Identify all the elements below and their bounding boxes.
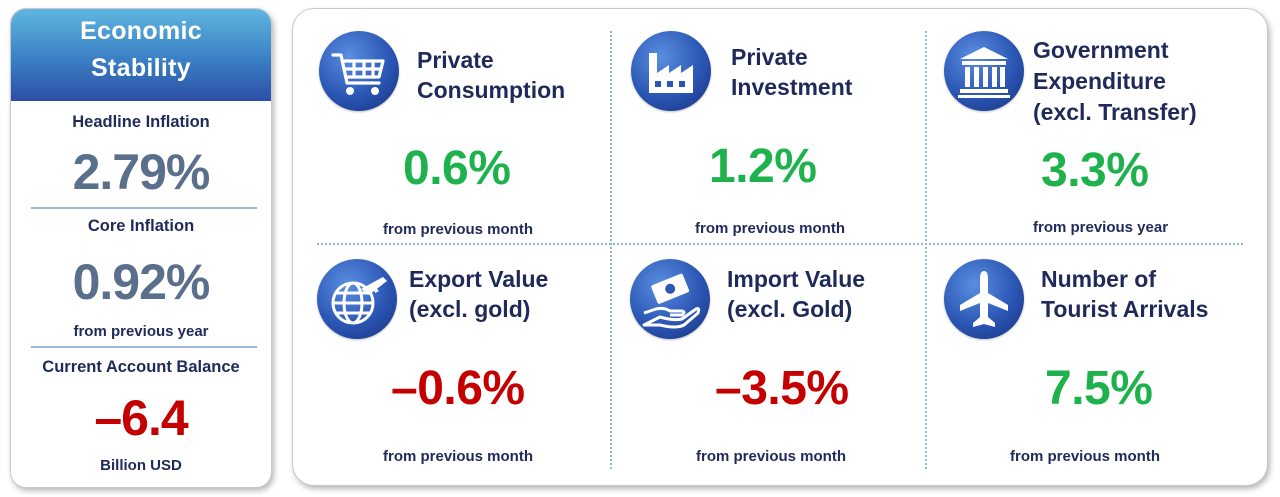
core-inflation-sub: from previous year xyxy=(73,323,209,340)
current-account-label: Current Account Balance xyxy=(42,358,240,376)
private-investment-sub: from previous month xyxy=(695,220,846,237)
import-value-value: –3.5% xyxy=(715,362,849,415)
economic-stability-title-line1: Economic xyxy=(80,17,202,45)
divider xyxy=(31,207,257,209)
economic-stability-header: Economic Stability xyxy=(11,9,271,101)
row-divider xyxy=(317,243,1243,245)
economic-stability-panel: Economic Stability Headline Inflation 2.… xyxy=(10,8,272,488)
indicators-panel: Private Consumption 0.6% from previous m… xyxy=(292,8,1268,486)
private-investment-value: 1.2% xyxy=(709,140,817,193)
tourist-arrivals-title: Number of Tourist Arrivals xyxy=(1041,266,1209,322)
airplane-icon xyxy=(944,259,1024,339)
import-value-sub: from previous month xyxy=(696,448,847,465)
factory-icon xyxy=(631,31,711,111)
private-consumption-value: 0.6% xyxy=(403,142,511,195)
export-value-value: –0.6% xyxy=(391,362,525,415)
headline-inflation-value: 2.79% xyxy=(72,144,211,200)
tourist-arrivals-value: 7.5% xyxy=(1045,362,1153,415)
economic-stability-title-line2: Stability xyxy=(91,54,191,82)
private-consumption-sub: from previous month xyxy=(383,221,534,238)
headline-inflation-label: Headline Inflation xyxy=(72,113,210,131)
government-expenditure-sub: from previous year xyxy=(1033,219,1169,236)
export-value-title: Export Value (excl. gold) xyxy=(409,266,549,322)
import-value-title: Import Value (excl. Gold) xyxy=(727,266,866,322)
money-hand-icon xyxy=(630,259,710,339)
tourist-arrivals-sub: from previous month xyxy=(1010,448,1161,465)
globe-airplane-icon xyxy=(317,259,397,339)
shopping-cart-icon xyxy=(319,31,399,111)
current-account-sub: Billion USD xyxy=(100,457,182,474)
divider xyxy=(31,346,257,348)
private-investment-title: Private Investment xyxy=(731,44,853,100)
government-expenditure-value: 3.3% xyxy=(1041,144,1149,197)
private-consumption-title: Private Consumption xyxy=(417,47,566,103)
core-inflation-label: Core Inflation xyxy=(87,217,195,235)
core-inflation-value: 0.92% xyxy=(72,254,211,310)
government-building-icon xyxy=(944,31,1024,111)
current-account-value: –6.4 xyxy=(94,390,188,446)
export-value-sub: from previous month xyxy=(383,448,534,465)
column-divider xyxy=(925,31,927,469)
column-divider xyxy=(610,31,612,469)
government-expenditure-title: Government Expenditure (excl. Transfer) xyxy=(1033,37,1197,125)
